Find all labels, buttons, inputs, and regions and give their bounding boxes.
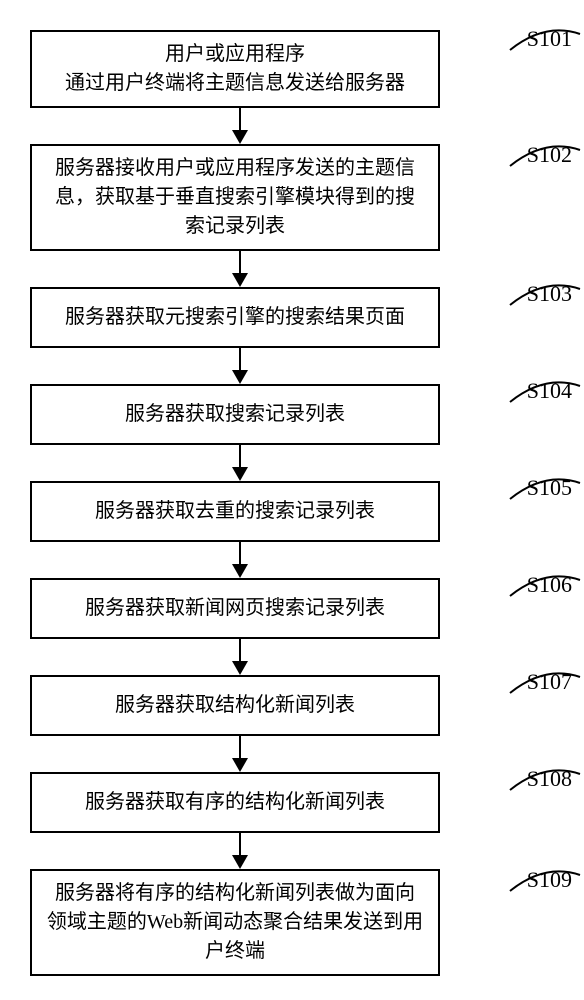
step-label-s106: S106 bbox=[527, 572, 572, 598]
arrow bbox=[232, 108, 248, 144]
arrow bbox=[232, 833, 248, 869]
step-row: 服务器获取有序的结构化新闻列表 S108 bbox=[20, 772, 520, 833]
step-row: 服务器获取新闻网页搜索记录列表 S106 bbox=[20, 578, 520, 639]
step-label-s103: S103 bbox=[527, 281, 572, 307]
step-row: 服务器将有序的结构化新闻列表做为面向领域主题的Web新闻动态聚合结果发送到用户终… bbox=[20, 869, 520, 976]
arrow bbox=[232, 542, 248, 578]
step-box-s109: 服务器将有序的结构化新闻列表做为面向领域主题的Web新闻动态聚合结果发送到用户终… bbox=[30, 869, 440, 976]
arrow bbox=[232, 736, 248, 772]
step-box-s104: 服务器获取搜索记录列表 bbox=[30, 384, 440, 445]
flowchart-container: 用户或应用程序通过用户终端将主题信息发送给服务器 S101 服务器接收用户或应用… bbox=[20, 30, 520, 976]
step-text: 用户或应用程序通过用户终端将主题信息发送给服务器 bbox=[65, 40, 405, 98]
step-box-s103: 服务器获取元搜索引擎的搜索结果页面 bbox=[30, 287, 440, 348]
step-label-s105: S105 bbox=[527, 475, 572, 501]
step-label-s107: S107 bbox=[527, 669, 572, 695]
step-box-s106: 服务器获取新闻网页搜索记录列表 bbox=[30, 578, 440, 639]
step-label-s102: S102 bbox=[527, 142, 572, 168]
step-text: 服务器获取有序的结构化新闻列表 bbox=[85, 788, 385, 817]
step-box-s105: 服务器获取去重的搜索记录列表 bbox=[30, 481, 440, 542]
arrow bbox=[232, 639, 248, 675]
step-text: 服务器获取搜索记录列表 bbox=[125, 400, 345, 429]
step-box-s102: 服务器接收用户或应用程序发送的主题信息，获取基于垂直搜索引擎模块得到的搜索记录列… bbox=[30, 144, 440, 251]
step-label-s108: S108 bbox=[527, 766, 572, 792]
step-text: 服务器获取结构化新闻列表 bbox=[115, 691, 355, 720]
step-box-s108: 服务器获取有序的结构化新闻列表 bbox=[30, 772, 440, 833]
step-box-s101: 用户或应用程序通过用户终端将主题信息发送给服务器 bbox=[30, 30, 440, 108]
step-text: 服务器获取元搜索引擎的搜索结果页面 bbox=[65, 303, 405, 332]
step-text: 服务器将有序的结构化新闻列表做为面向领域主题的Web新闻动态聚合结果发送到用户终… bbox=[46, 879, 424, 966]
step-box-s107: 服务器获取结构化新闻列表 bbox=[30, 675, 440, 736]
step-row: 用户或应用程序通过用户终端将主题信息发送给服务器 S101 bbox=[20, 30, 520, 108]
step-text: 服务器获取去重的搜索记录列表 bbox=[95, 497, 375, 526]
step-text: 服务器接收用户或应用程序发送的主题信息，获取基于垂直搜索引擎模块得到的搜索记录列… bbox=[46, 154, 424, 241]
arrow bbox=[232, 445, 248, 481]
step-row: 服务器获取搜索记录列表 S104 bbox=[20, 384, 520, 445]
step-label-s101: S101 bbox=[527, 26, 572, 52]
step-label-s104: S104 bbox=[527, 378, 572, 404]
arrow bbox=[232, 251, 248, 287]
step-row: 服务器获取元搜索引擎的搜索结果页面 S103 bbox=[20, 287, 520, 348]
step-row: 服务器接收用户或应用程序发送的主题信息，获取基于垂直搜索引擎模块得到的搜索记录列… bbox=[20, 144, 520, 251]
step-text: 服务器获取新闻网页搜索记录列表 bbox=[85, 594, 385, 623]
step-label-s109: S109 bbox=[527, 867, 572, 893]
arrow bbox=[232, 348, 248, 384]
step-row: 服务器获取结构化新闻列表 S107 bbox=[20, 675, 520, 736]
step-row: 服务器获取去重的搜索记录列表 S105 bbox=[20, 481, 520, 542]
